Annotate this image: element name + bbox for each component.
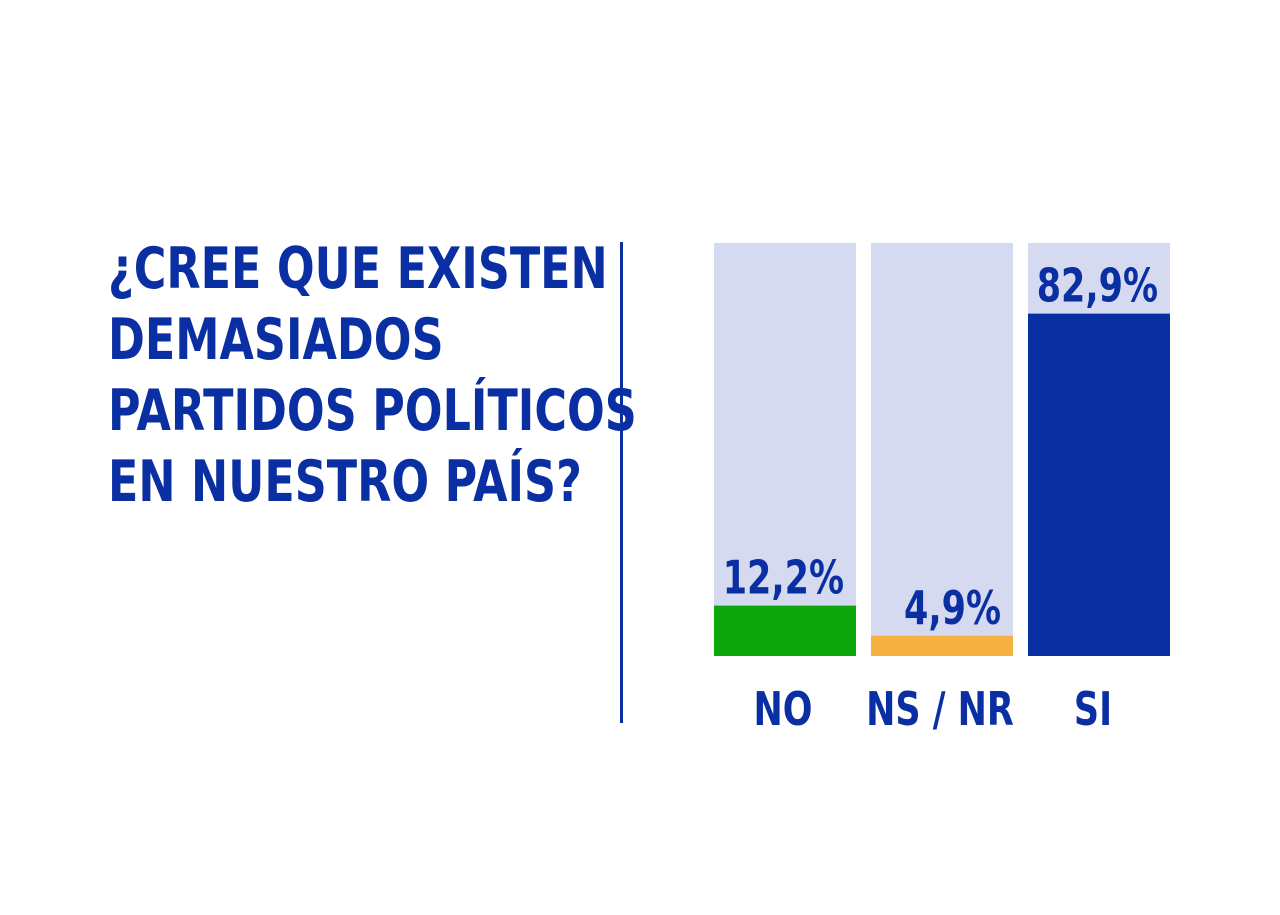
category-label-si: SI [1074, 682, 1112, 736]
value-label-ns-nr: 4,9% [904, 581, 1001, 635]
bar-no [714, 605, 856, 656]
bar-track-no [714, 243, 856, 656]
bar-track-ns-nr [871, 243, 1013, 656]
bar-si [1028, 313, 1170, 656]
value-label-si: 82,9% [1037, 259, 1158, 313]
title-line-2: DEMASIADOS [108, 307, 444, 373]
bar-ns-nr [871, 635, 1013, 656]
category-label-ns-nr: NS / NR [866, 682, 1014, 736]
vertical-divider [620, 242, 623, 723]
category-label-no: NO [754, 682, 813, 736]
value-label-no: 12,2% [723, 551, 844, 605]
